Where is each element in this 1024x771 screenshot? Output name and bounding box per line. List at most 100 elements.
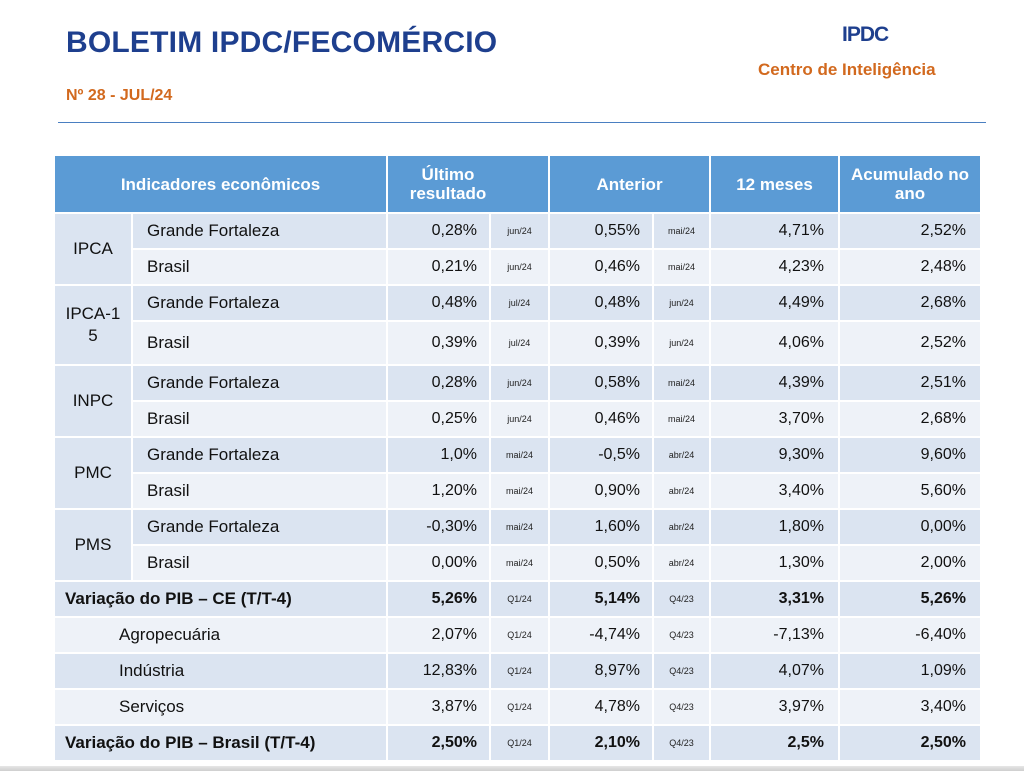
ytd-value: 2,68%	[838, 400, 982, 438]
last-value: 1,20%	[386, 472, 491, 510]
prev-period: Q4/23	[652, 580, 711, 618]
indicator-name: IPCA	[53, 212, 133, 286]
last-period: jun/24	[489, 248, 550, 286]
prev-period: Q4/23	[652, 688, 711, 726]
sector-row: Indústria 12,83% Q1/24 8,97% Q4/23 4,07%…	[53, 652, 982, 690]
ytd-value: 2,00%	[838, 544, 982, 582]
region-label: Brasil	[131, 472, 388, 510]
header-divider	[58, 122, 986, 123]
org-name: Centro de Inteligência	[758, 60, 936, 79]
prev-period: Q4/23	[652, 724, 711, 762]
twelve-months-value: -7,13%	[709, 616, 840, 654]
prev-period: Q4/23	[652, 652, 711, 690]
last-value: 0,28%	[386, 364, 491, 402]
prev-period: abr/24	[652, 544, 711, 582]
prev-value: 0,48%	[548, 284, 654, 322]
indicator-name: INPC	[53, 364, 133, 438]
region-label: Brasil	[131, 320, 388, 366]
last-value: 5,26%	[386, 580, 491, 618]
prev-value: 0,90%	[548, 472, 654, 510]
sector-row: Serviços 3,87% Q1/24 4,78% Q4/23 3,97% 3…	[53, 688, 982, 726]
region-label: Grande Fortaleza	[131, 364, 388, 402]
twelve-months-value: 4,23%	[709, 248, 840, 286]
prev-period: mai/24	[652, 212, 711, 250]
last-value: 0,48%	[386, 284, 491, 322]
ytd-value: 9,60%	[838, 436, 982, 474]
prev-period: abr/24	[652, 436, 711, 474]
twelve-months-value: 4,39%	[709, 364, 840, 402]
prev-value: 0,46%	[548, 248, 654, 286]
twelve-months-value: 3,31%	[709, 580, 840, 618]
last-period: jun/24	[489, 364, 550, 402]
last-value: 0,00%	[386, 544, 491, 582]
prev-period: mai/24	[652, 364, 711, 402]
last-value: 3,87%	[386, 688, 491, 726]
header-last-result: Último resultado	[386, 154, 550, 214]
pib-br-label: Variação do PIB – Brasil (T/T-4)	[53, 724, 388, 762]
last-period: mai/24	[489, 544, 550, 582]
sector-label: Serviços	[53, 688, 388, 726]
indicators-table: Indicadores econômicos Último resultado …	[53, 154, 982, 762]
ytd-value: 5,60%	[838, 472, 982, 510]
last-period: mai/24	[489, 436, 550, 474]
twelve-months-value: 3,70%	[709, 400, 840, 438]
ytd-value: 0,00%	[838, 508, 982, 546]
table-row: INPC Grande Fortaleza 0,28% jun/24 0,58%…	[53, 364, 982, 438]
region-label: Grande Fortaleza	[131, 436, 388, 474]
last-value: 0,21%	[386, 248, 491, 286]
prev-value: 4,78%	[548, 688, 654, 726]
prev-value: 1,60%	[548, 508, 654, 546]
region-label: Grande Fortaleza	[131, 284, 388, 322]
table-header-row: Indicadores econômicos Último resultado …	[53, 154, 982, 214]
ytd-value: 3,40%	[838, 688, 982, 726]
prev-value: 8,97%	[548, 652, 654, 690]
last-value: 2,07%	[386, 616, 491, 654]
region-label: Grande Fortaleza	[131, 212, 388, 250]
twelve-months-value: 4,49%	[709, 284, 840, 322]
last-period: jun/24	[489, 212, 550, 250]
prev-value: 0,58%	[548, 364, 654, 402]
last-period: Q1/24	[489, 580, 550, 618]
last-value: 0,28%	[386, 212, 491, 250]
table-row: Brasil 0,39% jul/24 0,39% jun/24 4,06% 2…	[54, 320, 982, 366]
sector-label: Agropecuária	[53, 616, 388, 654]
table-row: IPCA-15 Grande Fortaleza 0,48% jul/24 0,…	[53, 284, 982, 366]
prev-value: -4,74%	[548, 616, 654, 654]
last-period: Q1/24	[489, 724, 550, 762]
last-period: Q1/24	[489, 652, 550, 690]
last-period: mai/24	[489, 508, 550, 546]
twelve-months-value: 4,07%	[709, 652, 840, 690]
table-row: Brasil 1,20% mai/24 0,90% abr/24 3,40% 5…	[54, 472, 982, 510]
table-row: Brasil 0,25% jun/24 0,46% mai/24 3,70% 2…	[54, 400, 982, 438]
last-period: jun/24	[489, 400, 550, 438]
table-row: PMC Grande Fortaleza 1,0% mai/24 -0,5% a…	[53, 436, 982, 510]
last-period: jul/24	[489, 320, 550, 366]
ytd-value: 2,52%	[838, 320, 982, 366]
twelve-months-value: 3,40%	[709, 472, 840, 510]
ytd-value: 5,26%	[838, 580, 982, 618]
table-row: Brasil 0,21% jun/24 0,46% mai/24 4,23% 2…	[54, 248, 982, 286]
table-row: IPCA Grande Fortaleza 0,28% jun/24 0,55%…	[53, 212, 982, 286]
ytd-value: 2,52%	[838, 212, 982, 250]
header-previous: Anterior	[548, 154, 711, 214]
pib-ce-row: Variação do PIB – CE (T/T-4) 5,26% Q1/24…	[53, 580, 982, 618]
prev-value: 0,50%	[548, 544, 654, 582]
table-row: Brasil 0,00% mai/24 0,50% abr/24 1,30% 2…	[54, 544, 982, 582]
prev-value: 0,46%	[548, 400, 654, 438]
header-indicators: Indicadores econômicos	[53, 154, 388, 214]
region-label: Brasil	[131, 248, 388, 286]
last-value: 12,83%	[386, 652, 491, 690]
ytd-value: 2,48%	[838, 248, 982, 286]
prev-value: 5,14%	[548, 580, 654, 618]
ytd-value: 2,68%	[838, 284, 982, 322]
indicator-name: PMS	[53, 508, 133, 582]
page-edge	[0, 766, 1024, 771]
indicator-name: PMC	[53, 436, 133, 510]
twelve-months-value: 3,97%	[709, 688, 840, 726]
pib-br-row: Variação do PIB – Brasil (T/T-4) 2,50% Q…	[53, 724, 982, 762]
prev-value: 0,39%	[548, 320, 654, 366]
twelve-months-value: 1,80%	[709, 508, 840, 546]
last-period: mai/24	[489, 472, 550, 510]
prev-period: jun/24	[652, 284, 711, 322]
prev-period: abr/24	[652, 508, 711, 546]
